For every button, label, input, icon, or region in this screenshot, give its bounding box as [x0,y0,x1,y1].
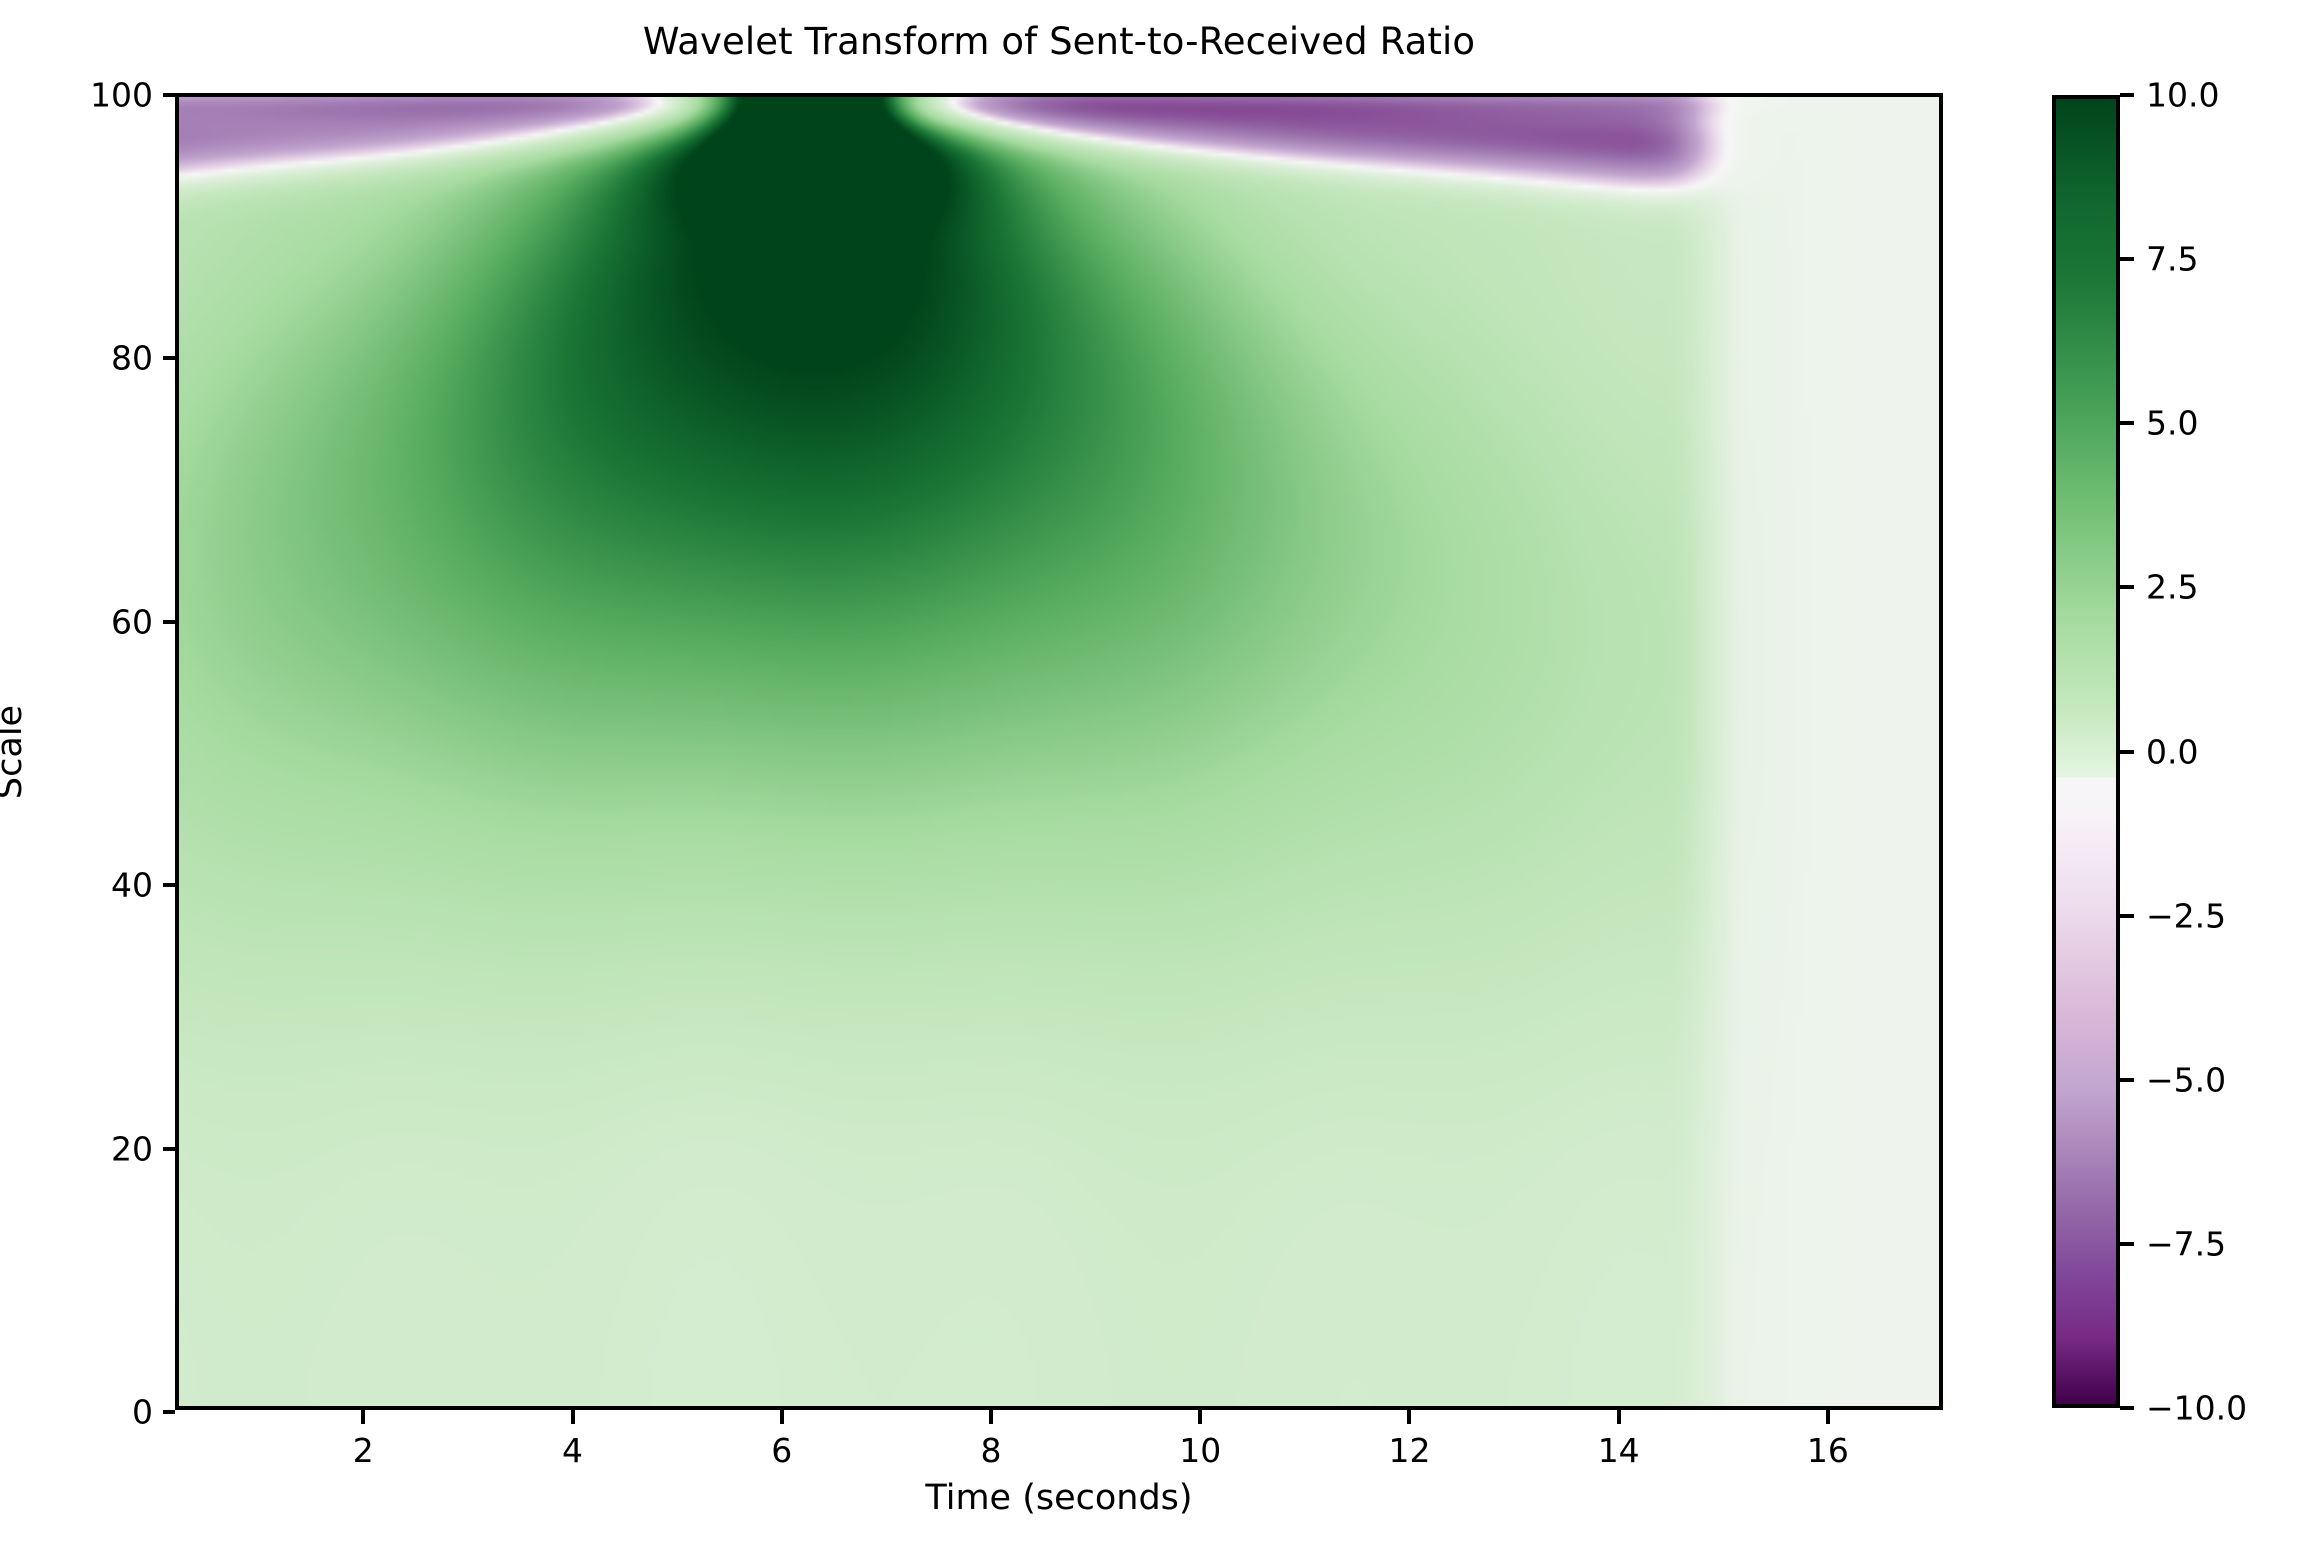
x-tick-label: 12 [1388,1431,1431,1470]
x-tick-label: 6 [771,1431,793,1470]
x-tick-mark [1616,1410,1621,1424]
colorbar-tick-mark [2120,749,2134,754]
x-tick-mark [1198,1410,1203,1424]
x-tick-mark [989,1410,993,1424]
y-tick-label: 20 [111,1129,153,1169]
colorbar-tick-mark [2120,1077,2134,1082]
x-tick-mark [1825,1410,1830,1424]
colorbar-tick-mark [2120,913,2134,918]
y-tick-mark [163,1146,175,1151]
colorbar-tick-label: 5.0 [2146,403,2199,443]
colorbar-tick-label: −10.0 [2146,1388,2248,1428]
colorbar-tick-label: −2.5 [2146,896,2227,936]
x-tick-mark [570,1410,575,1424]
colorbar-tick-label: 0.0 [2146,732,2199,771]
x-tick-mark [1407,1410,1412,1424]
y-axis: 0 20 40 60 80 100 [0,79,175,1429]
colorbar-tick-mark [2120,257,2134,262]
y-axis-label: Scale [0,704,30,800]
y-tick-label: 0 [132,1392,153,1432]
y-tick-mark [163,1410,175,1414]
colorbar-tick-mark [2120,93,2134,97]
x-tick-label: 2 [352,1431,374,1470]
colorbar-tick-mark [2120,585,2134,590]
x-tick-label: 16 [1806,1431,1849,1470]
colorbar-tick-label: 7.5 [2146,239,2199,279]
y-tick-mark [163,356,175,361]
colorbar-tick-mark [2120,1241,2134,1246]
x-tick-mark [361,1410,366,1424]
colorbar: 10.0 7.5 5.0 2.5 0.0 −2.5 −5.0 −7.5 −10.0 [2052,79,2247,1425]
y-tick-mark [163,883,175,888]
colorbar-tick-label: 2.5 [2146,567,2199,607]
y-tick-label: 100 [90,75,153,115]
colorbar-tick-label: 10.0 [2146,75,2220,115]
x-tick-label: 4 [562,1431,584,1470]
colorbar-tick-label: −5.0 [2146,1060,2227,1100]
x-tick-label: 10 [1179,1431,1222,1470]
colorbar-tick-mark [2120,421,2134,426]
y-tick-label: 80 [111,338,153,378]
wavelet-heatmap-image [179,97,1939,1406]
heatmap-plot-area [175,93,1943,1410]
colorbar-ticks: 10.0 7.5 5.0 2.5 0.0 −2.5 −5.0 −7.5 −10.0 [2120,79,2297,1425]
y-tick-label: 60 [111,602,153,642]
page-title: Wavelet Transform of Sent-to-Received Ra… [642,20,1476,63]
colorbar-tick-mark [2120,1406,2134,1410]
x-axis: 2 4 6 8 10 12 14 16 [175,1410,1943,1530]
y-tick-mark [163,93,175,97]
x-tick-label: 8 [980,1431,1002,1470]
x-axis-label: Time (seconds) [925,1478,1193,1518]
y-tick-label: 40 [111,865,153,905]
x-tick-label: 14 [1597,1431,1640,1470]
colorbar-tick-label: −7.5 [2146,1224,2227,1264]
y-tick-mark [163,619,175,624]
colorbar-gradient [2052,95,2120,1408]
x-tick-mark [779,1410,784,1424]
